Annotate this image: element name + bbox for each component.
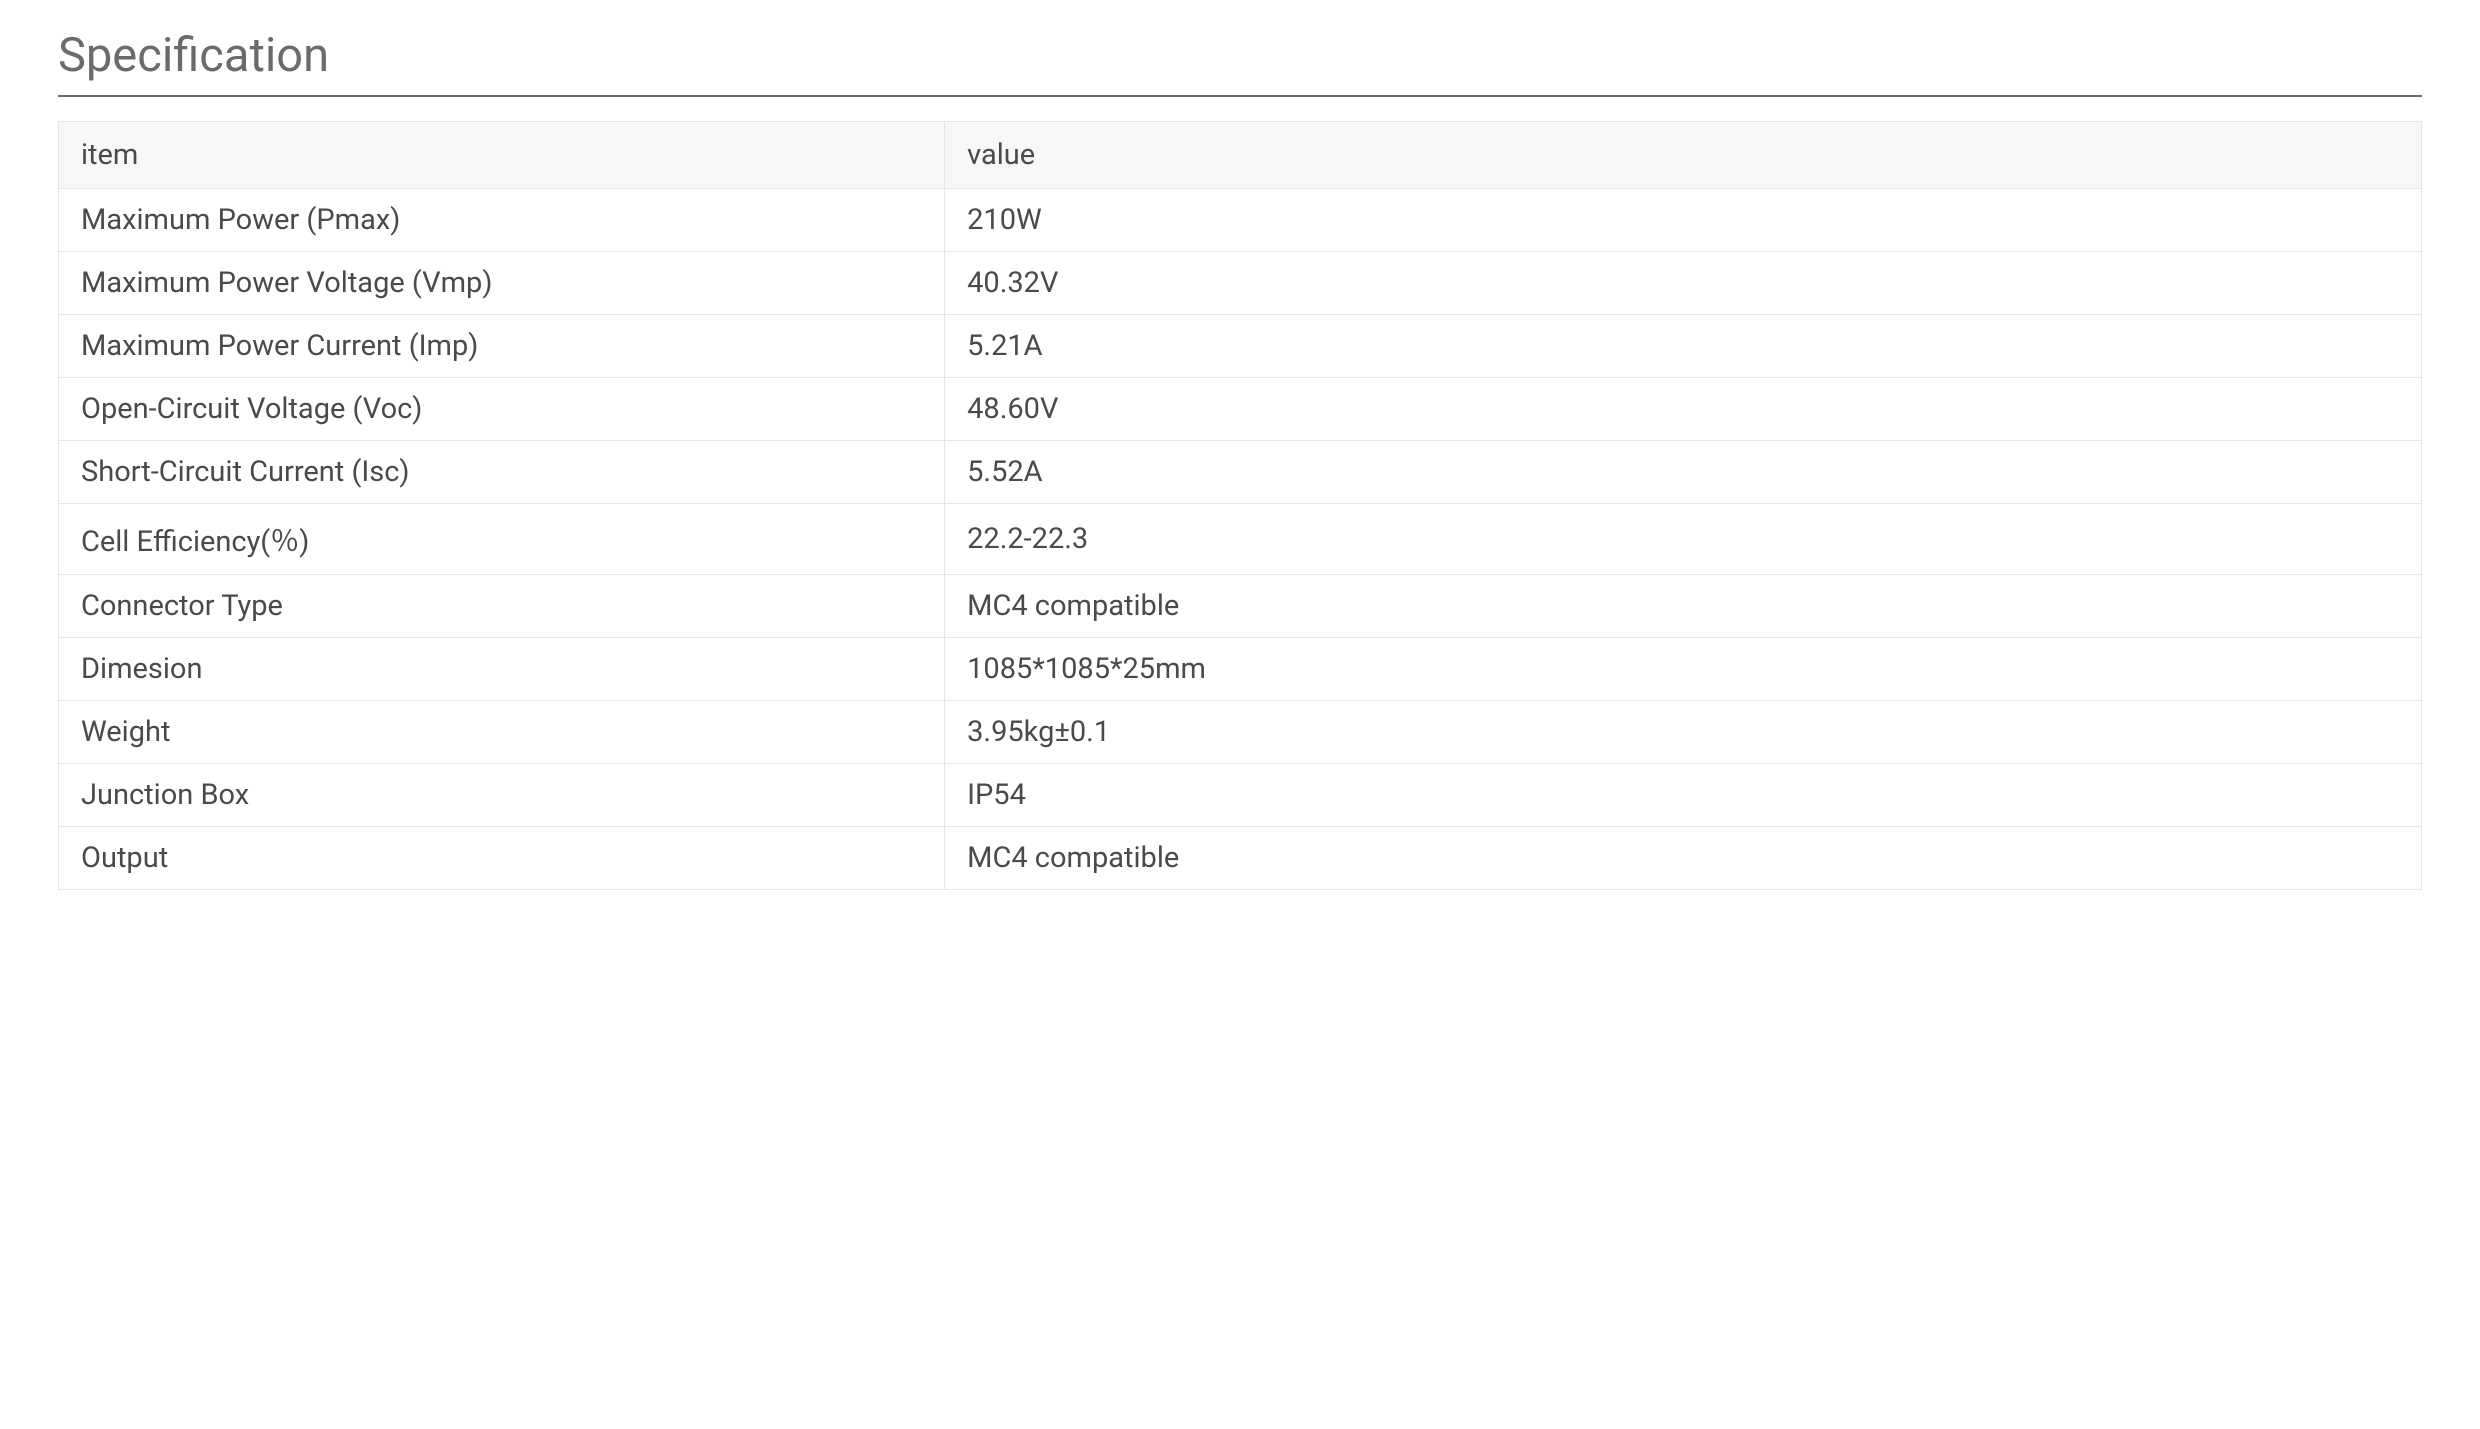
table-row: Connector Type MC4 compatible	[59, 575, 2422, 638]
cell-item: Cell Efficiency(％)	[59, 504, 945, 575]
cell-value: 22.2-22.3	[945, 504, 2422, 575]
table-row: Output MC4 compatible	[59, 827, 2422, 890]
cell-item: Output	[59, 827, 945, 890]
table-row: Open-Circuit Voltage (Voc) 48.60V	[59, 378, 2422, 441]
cell-value: 1085*1085*25mm	[945, 638, 2422, 701]
table-row: Dimesion 1085*1085*25mm	[59, 638, 2422, 701]
cell-item: Maximum Power Voltage (Vmp)	[59, 252, 945, 315]
cell-item: Connector Type	[59, 575, 945, 638]
cell-item: Maximum Power (Pmax)	[59, 189, 945, 252]
table-row: Short-Circuit Current (Isc) 5.52A	[59, 441, 2422, 504]
table-row: Maximum Power Voltage (Vmp) 40.32V	[59, 252, 2422, 315]
cell-value: 5.21A	[945, 315, 2422, 378]
cell-item: Open-Circuit Voltage (Voc)	[59, 378, 945, 441]
cell-item: Weight	[59, 701, 945, 764]
cell-value: MC4 compatible	[945, 575, 2422, 638]
cell-value: 40.32V	[945, 252, 2422, 315]
table-row: Cell Efficiency(％) 22.2-22.3	[59, 504, 2422, 575]
cell-value: 3.95kg±0.1	[945, 701, 2422, 764]
cell-value: IP54	[945, 764, 2422, 827]
cell-item: Junction Box	[59, 764, 945, 827]
cell-item: Dimesion	[59, 638, 945, 701]
cell-value: 210W	[945, 189, 2422, 252]
table-row: Junction Box IP54	[59, 764, 2422, 827]
cell-item: Short-Circuit Current (Isc)	[59, 441, 945, 504]
cell-value: 48.60V	[945, 378, 2422, 441]
table-body: Maximum Power (Pmax) 210W Maximum Power …	[59, 189, 2422, 890]
column-header-value: value	[945, 122, 2422, 189]
cell-value: MC4 compatible	[945, 827, 2422, 890]
cell-value: 5.52A	[945, 441, 2422, 504]
table-header-row: item value	[59, 122, 2422, 189]
table-row: Maximum Power (Pmax) 210W	[59, 189, 2422, 252]
table-row: Weight 3.95kg±0.1	[59, 701, 2422, 764]
column-header-item: item	[59, 122, 945, 189]
section-title: Specification	[58, 28, 2422, 97]
specification-table: item value Maximum Power (Pmax) 210W Max…	[58, 121, 2422, 890]
table-row: Maximum Power Current (Imp) 5.21A	[59, 315, 2422, 378]
cell-item: Maximum Power Current (Imp)	[59, 315, 945, 378]
